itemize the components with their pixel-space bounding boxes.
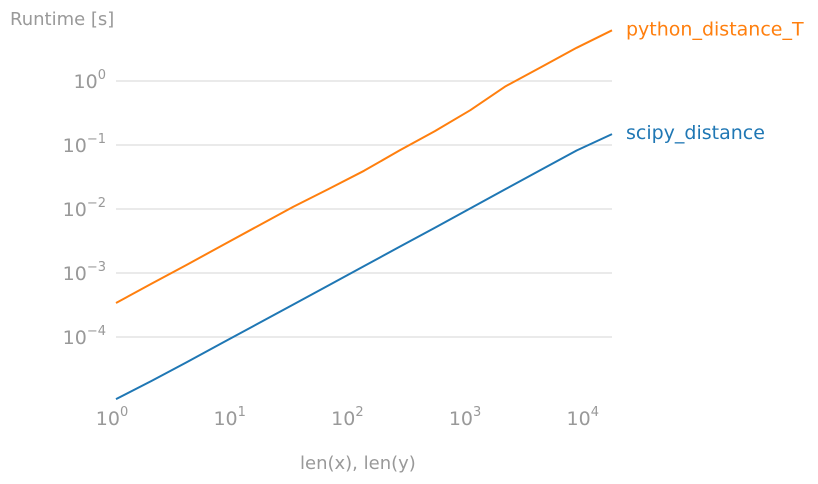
x-tick-label: 103 [449,405,481,430]
series-line-python-distance-T [115,29,613,304]
series-lines [115,29,613,400]
series-label-python-distance-T: python_distance_T [626,18,804,40]
x-tick-label: 100 [96,405,128,430]
x-tick-label: 101 [213,405,245,430]
x-tick-label: 104 [567,405,599,430]
y-tick-label: 10−4 [63,324,106,349]
y-tick-label: 10−3 [63,260,106,285]
gridlines [116,80,612,338]
y-tick-label: 10−2 [63,196,106,221]
y-tick-label: 100 [74,68,106,93]
y-tick-label: 10−1 [63,132,106,157]
y-axis-title: Runtime [s] [10,9,115,30]
x-axis-title: len(x), len(y) [300,453,416,474]
series-labels: python_distance_T scipy_distance [626,18,804,144]
series-line-scipy-distance [115,133,613,400]
tick-labels: 100 10−1 10−2 10−3 10−4 100 101 102 103 104 [63,68,599,430]
series-label-scipy-distance: scipy_distance [626,122,765,144]
x-tick-label: 102 [331,405,363,430]
